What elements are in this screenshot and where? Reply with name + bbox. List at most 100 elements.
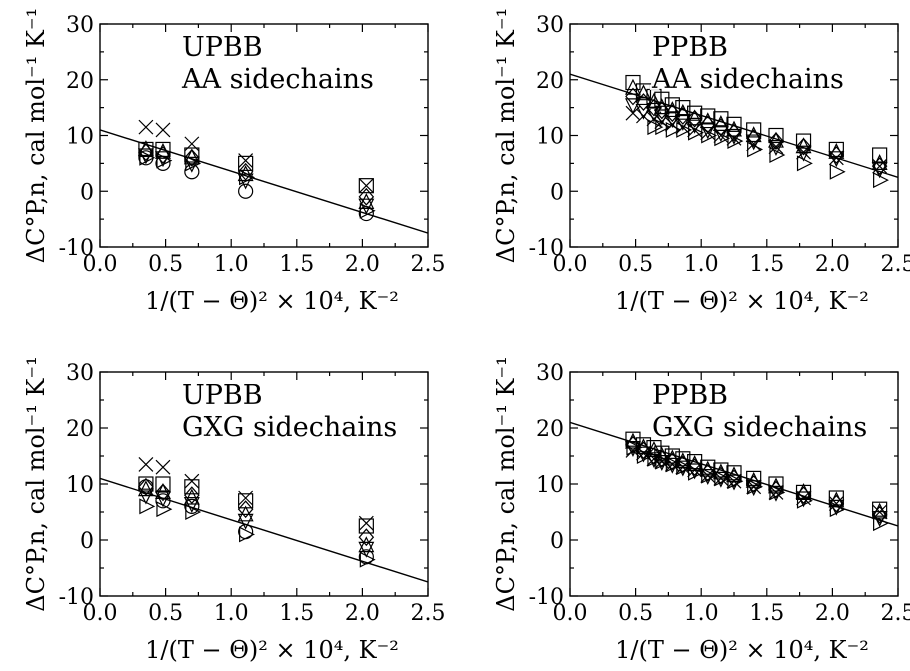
- x-axis-label: 1/(T − Θ)² × 10⁴, K⁻²: [615, 636, 869, 664]
- data-point-cross: [155, 459, 171, 475]
- x-tick-label: 0.0: [553, 252, 588, 277]
- data-point-square: [768, 476, 784, 492]
- data-point-square: [828, 141, 844, 158]
- y-axis-label: ΔC°P,n, cal mol⁻¹ K⁻¹: [22, 356, 50, 611]
- data-point-cross: [746, 136, 762, 152]
- series-triangle-down: [137, 148, 375, 215]
- data-point-diamond: [358, 187, 375, 206]
- data-point-cross: [138, 119, 154, 135]
- data-point-triangle-right: [185, 504, 202, 520]
- data-point-cross: [746, 479, 762, 495]
- data-point-square: [654, 91, 670, 107]
- y-tick-label: 0: [550, 529, 564, 554]
- x-tick-label: 0.0: [553, 601, 588, 626]
- series-circle: [138, 150, 374, 222]
- data-point-triangle-down: [768, 140, 784, 156]
- data-point-triangle-down: [712, 471, 729, 488]
- data-point-square: [872, 501, 888, 517]
- data-point-diamond: [184, 148, 200, 167]
- data-point-triangle-down: [653, 109, 670, 126]
- data-point-circle: [238, 183, 254, 199]
- y-tick-label: 10: [536, 125, 564, 150]
- data-point-triangle-down: [358, 541, 375, 558]
- data-point-triangle-right: [714, 470, 731, 487]
- x-tick-label: 1.5: [749, 601, 784, 626]
- data-point-triangle-right: [701, 127, 718, 144]
- data-point-triangle-down: [726, 128, 742, 145]
- data-point-triangle-down: [137, 488, 154, 505]
- data-point-triangle-down: [674, 114, 691, 131]
- data-point-triangle-right: [665, 121, 682, 138]
- data-point-triangle-down: [674, 460, 691, 477]
- data-point-triangle-down: [745, 134, 762, 151]
- data-point-triangle-down: [237, 513, 254, 530]
- data-point-triangle-down: [795, 145, 812, 162]
- panel-label-line: PPBB: [652, 380, 728, 411]
- x-tick-label: 2.5: [411, 252, 446, 277]
- y-tick-label: 30: [536, 361, 564, 386]
- data-point-square: [625, 74, 641, 91]
- data-point-cross: [238, 490, 254, 506]
- series-triangle-down: [625, 98, 888, 179]
- x-tick-label: 0.0: [83, 601, 118, 626]
- x-tick-label: 0.5: [148, 252, 183, 277]
- plot-frame: [569, 371, 899, 597]
- y-tick-label: 10: [536, 473, 564, 498]
- data-point-square: [635, 83, 652, 99]
- data-point-square: [768, 127, 784, 144]
- fit-line: [100, 477, 428, 583]
- data-point-triangle-down: [726, 474, 742, 491]
- y-tick-label: 20: [536, 417, 564, 442]
- data-point-triangle-up: [358, 536, 375, 553]
- data-point-triangle-right: [139, 498, 156, 515]
- data-point-triangle-right: [747, 141, 764, 158]
- data-point-triangle-down: [183, 497, 200, 513]
- x-tick-label: 2.0: [345, 252, 380, 277]
- data-point-triangle-up: [625, 78, 641, 95]
- panel-label-line: PPBB: [652, 32, 728, 63]
- data-point-triangle-down: [712, 126, 729, 143]
- data-point-triangle-right: [139, 149, 156, 166]
- x-tick-label: 2.5: [881, 601, 910, 626]
- series-diamond: [138, 477, 375, 547]
- series-cross: [138, 119, 374, 194]
- x-tick-label: 1.5: [749, 252, 784, 277]
- data-point-cross: [828, 496, 844, 512]
- y-tick-label: -10: [59, 236, 94, 261]
- data-point-square: [713, 111, 729, 127]
- series-square: [138, 476, 374, 534]
- data-point-diamond: [768, 132, 784, 150]
- panel-label-line: GXG sidechains: [652, 412, 867, 443]
- data-point-triangle-right: [655, 453, 672, 470]
- panel-label-line: UPBB: [182, 380, 263, 411]
- x-tick-label: 2.5: [881, 252, 910, 277]
- data-point-triangle-right: [647, 450, 664, 467]
- data-point-square: [700, 459, 716, 475]
- x-tick-label: 2.0: [345, 601, 380, 626]
- series-triangle-right: [139, 498, 376, 568]
- data-point-cross: [675, 459, 691, 475]
- y-tick-label: 20: [536, 69, 564, 94]
- data-point-square: [184, 147, 200, 163]
- fit-line: [100, 129, 428, 234]
- series-square: [138, 141, 374, 194]
- data-point-triangle-right: [829, 501, 846, 518]
- x-tick-label: 1.0: [684, 601, 719, 626]
- data-point-triangle-right: [676, 121, 693, 138]
- data-point-cross: [828, 150, 844, 166]
- data-point-triangle-right: [873, 172, 889, 189]
- data-point-triangle-down: [237, 173, 254, 190]
- y-axis-label: ΔC°P,n, cal mol⁻¹ K⁻¹: [492, 356, 520, 611]
- data-point-triangle-down: [699, 469, 716, 485]
- x-tick-label: 1.0: [214, 252, 249, 277]
- data-point-triangle-down: [828, 151, 845, 168]
- data-point-triangle-up: [645, 92, 662, 109]
- data-point-triangle-right: [636, 448, 653, 464]
- data-point-cross: [358, 515, 374, 531]
- x-tick-label: 1.5: [279, 252, 314, 277]
- x-tick-label: 0.0: [83, 252, 118, 277]
- data-point-diamond: [237, 162, 254, 181]
- data-point-triangle-down: [155, 491, 171, 508]
- data-point-square: [700, 108, 716, 124]
